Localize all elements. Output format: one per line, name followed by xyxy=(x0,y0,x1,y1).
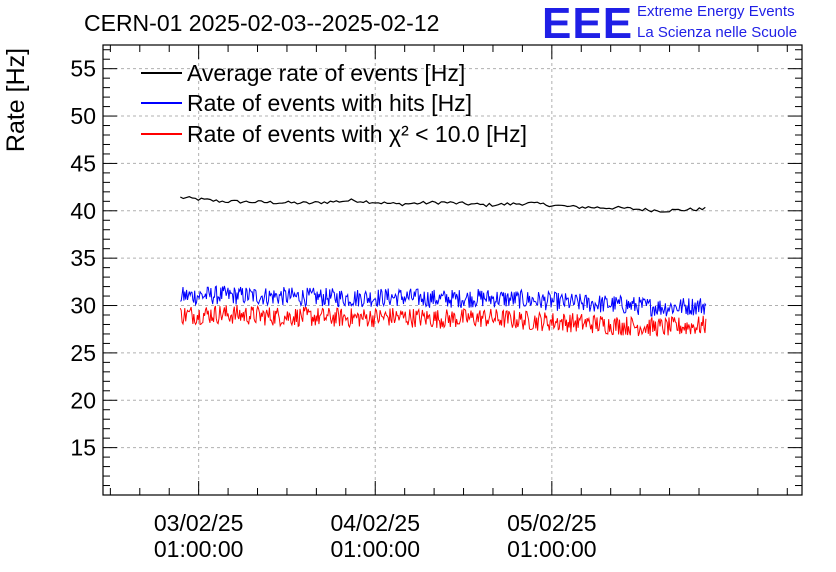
y-axis-label: Rate [Hz] xyxy=(2,48,30,152)
series-lines xyxy=(179,196,707,337)
grid xyxy=(103,45,802,495)
y-tick-label: 30 xyxy=(70,293,96,319)
y-tick-label: 40 xyxy=(70,198,96,224)
y-tick-label: 55 xyxy=(70,56,96,82)
series-line-3 xyxy=(179,304,707,337)
legend: Average rate of events [Hz] Rate of event… xyxy=(141,60,527,147)
legend-label-2: Rate of events with hits [Hz] xyxy=(187,90,472,116)
x-tick-label-time: 01:00:00 xyxy=(330,536,420,562)
legend-label-1: Average rate of events [Hz] xyxy=(187,60,465,86)
x-tick-label-time: 01:00:00 xyxy=(507,536,597,562)
plot-border xyxy=(102,44,803,496)
x-tick-label-date: 05/02/25 xyxy=(507,510,597,536)
logo-line-2: La Scienza nelle Scuole xyxy=(637,24,798,41)
y-tick-label: 50 xyxy=(70,103,96,129)
series-line-1 xyxy=(180,196,706,213)
eee-logo: EEE xyxy=(542,0,634,48)
y-tick-labels: 15 20 25 30 35 40 45 50 55 xyxy=(70,56,96,461)
y-tick-label: 45 xyxy=(70,150,96,176)
y-tick-label: 20 xyxy=(70,387,96,413)
plot-frame xyxy=(102,44,803,496)
x-tick-label-date: 03/02/25 xyxy=(154,510,244,536)
x-tick-labels: 03/02/2501:00:0004/02/2501:00:0005/02/25… xyxy=(154,510,597,562)
logo-line-1: Extreme Energy Events xyxy=(637,3,795,20)
y-tick-label: 15 xyxy=(70,435,96,461)
chart-title: CERN-01 2025-02-03--2025-02-12 xyxy=(84,10,440,36)
axis-ticks xyxy=(103,45,802,495)
y-tick-label: 35 xyxy=(70,245,96,271)
x-tick-label-date: 04/02/25 xyxy=(330,510,420,536)
series-line-2 xyxy=(180,285,707,317)
y-tick-label: 25 xyxy=(70,340,96,366)
legend-label-3: Rate of events with χ² < 10.0 [Hz] xyxy=(187,121,527,147)
x-tick-label-time: 01:00:00 xyxy=(154,536,244,562)
